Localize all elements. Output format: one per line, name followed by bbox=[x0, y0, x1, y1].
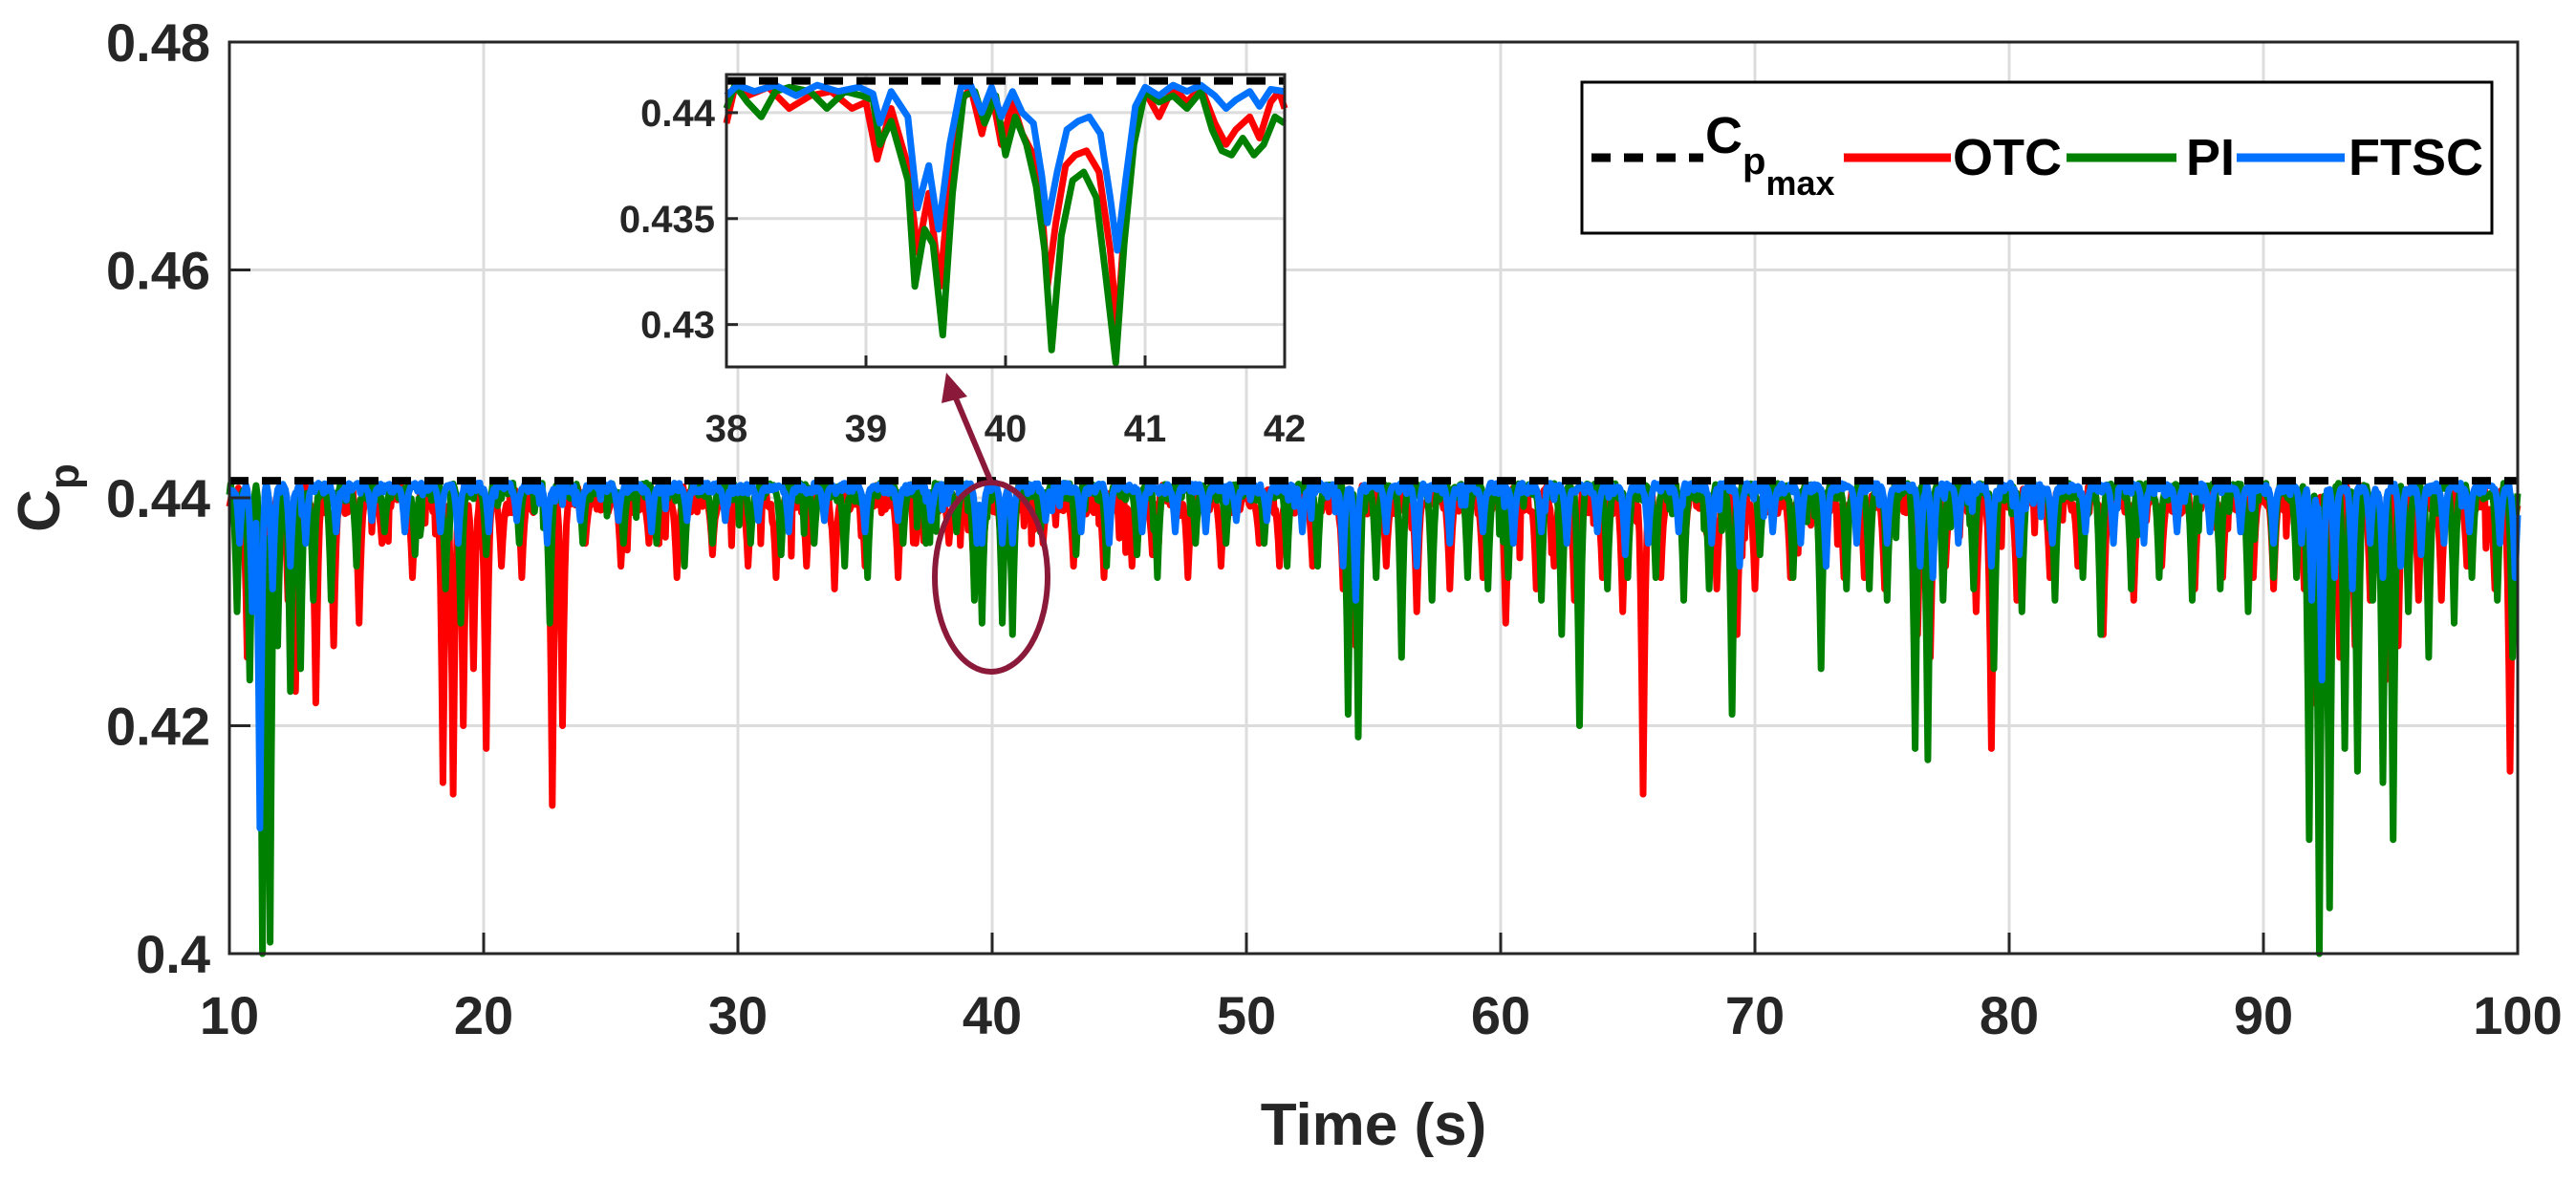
main-x-tick-label: 50 bbox=[1217, 985, 1276, 1045]
main-x-ticks: 10 20 30 40 50 60 70 80 90 100 bbox=[200, 933, 2563, 1045]
inset-y-tick-label: 0.43 bbox=[640, 305, 715, 347]
legend-cpmax-sub: p bbox=[1743, 140, 1765, 183]
main-y-tick-label: 0.4 bbox=[136, 924, 210, 984]
inset-y-tick-label: 0.44 bbox=[640, 93, 716, 135]
zoom-arrow-shaft bbox=[951, 392, 994, 484]
main-y-tick-label: 0.48 bbox=[106, 12, 210, 73]
legend-label-otc: OTC bbox=[1953, 129, 2062, 186]
inset-x-ticks: 38 39 40 41 42 bbox=[705, 355, 1307, 450]
inset-axes: 38 39 40 41 42 0.43 0.435 0.44 bbox=[619, 73, 1307, 450]
x-axis-title: Time (s) bbox=[1261, 1092, 1487, 1158]
main-x-tick-label: 10 bbox=[200, 985, 259, 1045]
inset-x-tick-label: 41 bbox=[1124, 408, 1167, 450]
main-x-tick-label: 90 bbox=[2234, 985, 2293, 1045]
zoom-arrow-head bbox=[942, 373, 967, 403]
legend-box bbox=[1580, 80, 2494, 235]
main-y-tick-label: 0.46 bbox=[106, 241, 210, 301]
inset-y-ticks: 0.43 0.435 0.44 bbox=[619, 93, 738, 347]
legend: Cpmax OTC PI FTSC bbox=[1580, 80, 2494, 235]
legend-label-cpmax: Cpmax bbox=[1705, 107, 1835, 203]
y-axis-title-sub: p bbox=[41, 463, 88, 489]
main-x-tick-label: 60 bbox=[1471, 985, 1530, 1045]
inset-series-line-ftsc bbox=[724, 81, 1286, 254]
main-x-tick-label: 40 bbox=[963, 985, 1022, 1045]
inset-x-tick-label: 38 bbox=[705, 408, 748, 450]
inset-series-group bbox=[723, 76, 1288, 367]
series-line-ftsc bbox=[227, 480, 2522, 832]
main-x-tick-label: 100 bbox=[2473, 985, 2562, 1045]
main-x-tick-label: 20 bbox=[454, 985, 513, 1045]
main-y-tick-label: 0.42 bbox=[106, 697, 210, 757]
main-series-group bbox=[226, 477, 2522, 957]
main-x-tick-label: 80 bbox=[1980, 985, 2039, 1045]
legend-cpmax-subsub: max bbox=[1765, 163, 1834, 203]
legend-cpmax-main: C bbox=[1705, 107, 1743, 164]
main-y-tick-label: 0.44 bbox=[106, 468, 210, 528]
series-line-pi bbox=[226, 480, 2522, 957]
y-axis-title: Cp bbox=[7, 463, 88, 532]
main-x-tick-label: 70 bbox=[1725, 985, 1785, 1045]
inset-x-tick-label: 42 bbox=[1264, 408, 1307, 450]
y-axis-title-main: C bbox=[7, 489, 73, 532]
legend-label-pi: PI bbox=[2186, 129, 2235, 186]
legend-label-ftsc: FTSC bbox=[2349, 129, 2483, 186]
inset-x-tick-label: 39 bbox=[845, 408, 888, 450]
main-x-tick-label: 30 bbox=[708, 985, 768, 1045]
inset-x-tick-label: 40 bbox=[985, 408, 1028, 450]
inset-y-tick-label: 0.435 bbox=[619, 199, 715, 241]
main-y-ticks: 0.4 0.42 0.44 0.46 0.48 bbox=[106, 12, 250, 984]
